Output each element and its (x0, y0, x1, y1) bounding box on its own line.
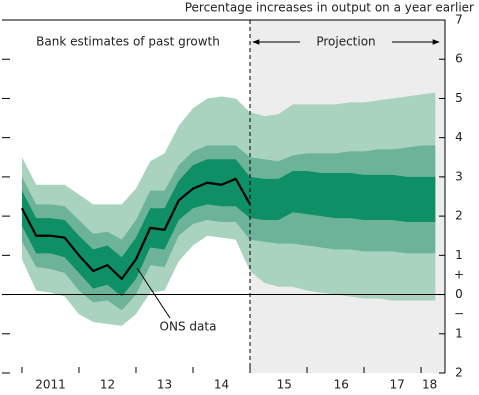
y-tick-label: 4 (455, 130, 463, 144)
x-tick-label: 17 (389, 378, 404, 392)
x-tick-label: 12 (100, 378, 115, 392)
y-tick-label: 5 (455, 91, 463, 105)
y-tick-label: 2 (455, 366, 463, 380)
sign-minus: − (454, 307, 464, 321)
y-tick-label: 6 (455, 52, 463, 66)
y-tick-label: 1 (455, 248, 463, 262)
ons-leader (136, 267, 171, 319)
ons-label: ONS data (160, 320, 217, 334)
past-label: Bank estimates of past growth (36, 35, 220, 49)
x-tick-label: 18 (422, 378, 437, 392)
y-tick-label: 1 (455, 326, 463, 340)
y-tick-label: 2 (455, 209, 463, 223)
x-tick-label: 2011 (35, 378, 66, 392)
fan-band (21, 159, 436, 297)
x-tick-label: 13 (157, 378, 172, 392)
x-tick-label: 15 (277, 378, 292, 392)
chart-title: Percentage increases in output on a year… (185, 1, 474, 15)
sign-plus: + (454, 267, 464, 281)
y-tick-label: 7 (455, 13, 463, 27)
ons-line (20, 177, 251, 280)
y-tick-label: 3 (455, 169, 463, 183)
x-tick-label: 16 (334, 378, 349, 392)
x-tick-label: 14 (214, 378, 229, 392)
y-tick-label: 0 (455, 287, 463, 301)
projection-label: Projection (316, 35, 375, 49)
